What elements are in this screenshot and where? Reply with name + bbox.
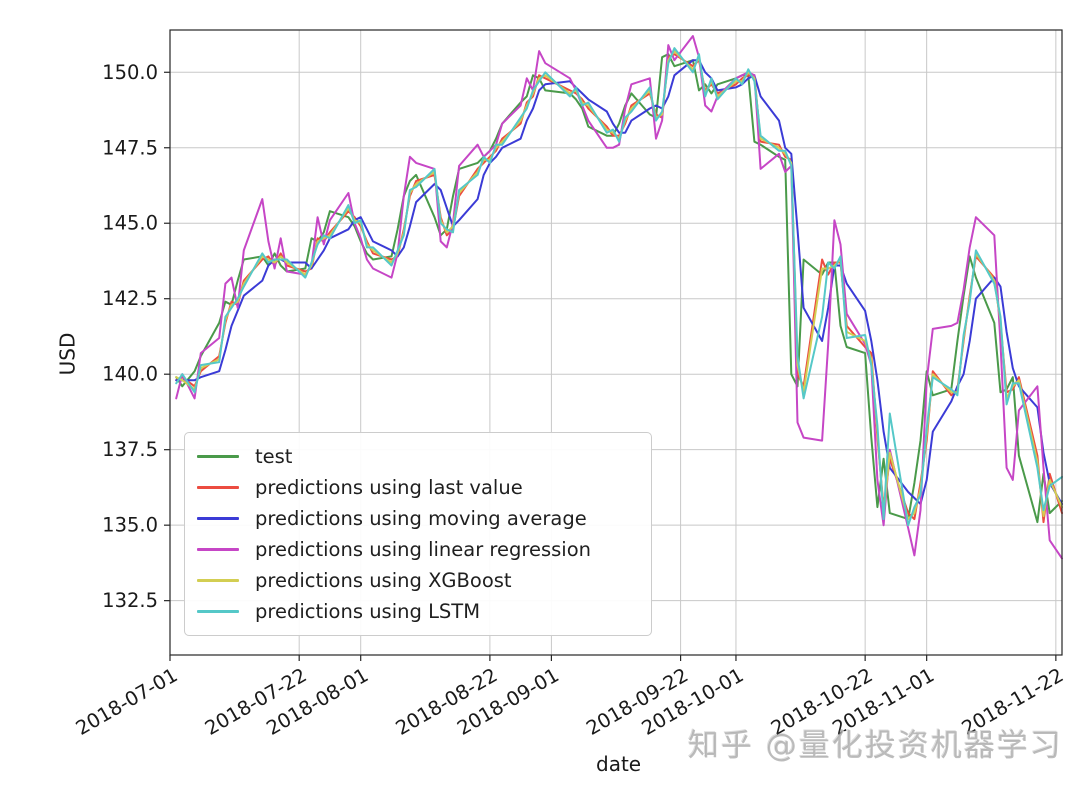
legend-item-4: predictions using linear regression: [197, 535, 641, 565]
y-tick-label: 150.0: [102, 61, 158, 84]
y-tick-label: 147.5: [102, 136, 158, 159]
legend-line-sample-icon: [197, 610, 239, 613]
y-axis-label: USD: [55, 332, 80, 376]
legend-line-sample-icon: [197, 486, 239, 489]
series-line-predictions-using-LSTM: [175, 47, 1063, 527]
y-tick-label: 142.5: [102, 287, 158, 310]
series-line-test: [175, 53, 1063, 524]
x-axis-label: date: [596, 752, 642, 776]
legend-label: predictions using XGBoost: [255, 569, 512, 592]
watermark: 知乎 @量化投资机器学习: [688, 728, 1063, 764]
y-tick-label: 132.5: [102, 589, 158, 612]
legend-line-sample-icon: [197, 455, 239, 458]
legend-label: predictions using linear regression: [255, 538, 591, 561]
legend-label: test: [255, 445, 293, 468]
x-tick-label: 2018-07-01: [72, 663, 182, 740]
legend-item-3: predictions using moving average: [197, 504, 641, 534]
legend-line-sample-icon: [197, 517, 239, 520]
legend-line-sample-icon: [197, 548, 239, 551]
y-tick-label: 137.5: [102, 438, 158, 461]
legend-label: predictions using last value: [255, 476, 523, 499]
y-tick-label: 140.0: [102, 363, 158, 386]
legend-line-sample-icon: [197, 579, 239, 582]
legend-item-1: test: [197, 442, 641, 472]
legend-label: predictions using moving average: [255, 507, 587, 530]
legend-label: predictions using LSTM: [255, 600, 481, 623]
plot-border: [169, 29, 1063, 656]
y-tick-label: 145.0: [102, 212, 158, 235]
legend-item-5: predictions using XGBoost: [197, 566, 641, 596]
legend: test predictions using last value predicti…: [184, 432, 652, 636]
y-tick-label: 135.0: [102, 514, 158, 537]
legend-item-6: predictions using LSTM: [197, 597, 641, 627]
legend-item-2: predictions using last value: [197, 473, 641, 503]
